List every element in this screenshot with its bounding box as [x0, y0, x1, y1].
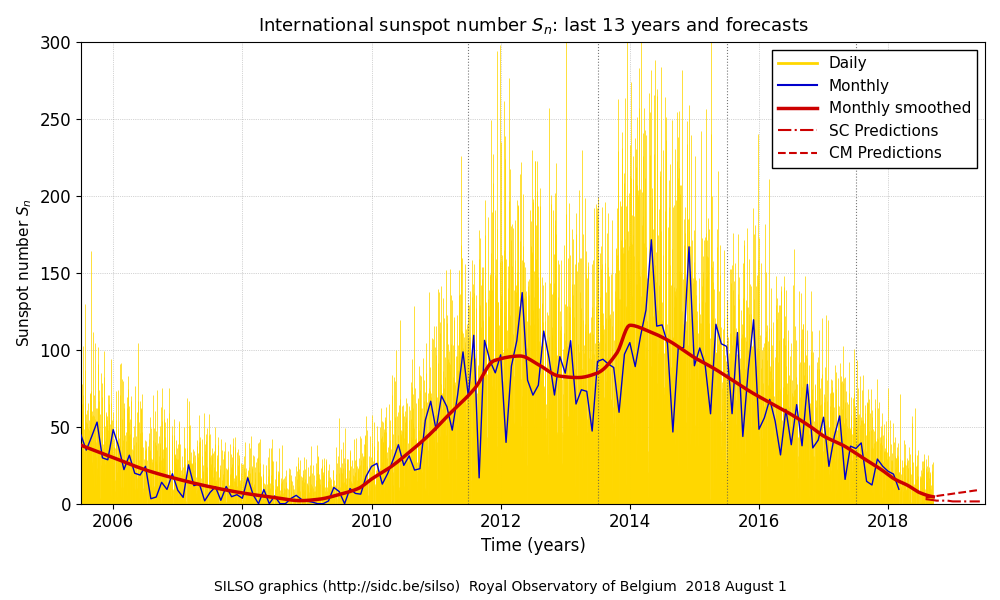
SC Predictions: [963, 498, 975, 505]
SC Predictions: [936, 497, 948, 504]
Monthly: [764, 396, 776, 403]
Monthly smoothed: [927, 493, 939, 500]
SC Predictions: [920, 496, 932, 503]
SC Predictions: [942, 497, 954, 504]
Y-axis label: Sunspot number $S_n$: Sunspot number $S_n$: [15, 199, 34, 347]
SC Predictions: [931, 497, 943, 504]
CM Predictions: [931, 493, 943, 500]
CM Predictions: [968, 487, 980, 494]
Monthly smoothed: [584, 372, 596, 379]
SC Predictions: [974, 498, 986, 505]
Monthly smoothed: [295, 497, 307, 504]
CM Predictions: [952, 490, 964, 497]
Monthly: [252, 500, 264, 508]
SC Predictions: [925, 496, 937, 503]
Monthly: [866, 481, 878, 488]
Monthly smoothed: [538, 364, 550, 371]
Monthly: [75, 431, 87, 439]
Monthly smoothed: [75, 442, 87, 449]
Monthly: [893, 485, 905, 493]
Line: Monthly smoothed: Monthly smoothed: [81, 325, 933, 500]
Legend: Daily, Monthly, Monthly smoothed, SC Predictions, CM Predictions: Daily, Monthly, Monthly smoothed, SC Pre…: [772, 50, 977, 167]
Monthly: [661, 340, 673, 347]
SC Predictions: [952, 498, 964, 505]
Monthly: [183, 461, 195, 469]
Monthly: [441, 403, 453, 410]
Monthly smoothed: [487, 358, 499, 365]
Title: International sunspot number $S_n$: last 13 years and forecasts: International sunspot number $S_n$: last…: [258, 15, 808, 37]
CM Predictions: [942, 491, 954, 498]
SC Predictions: [958, 498, 970, 505]
CM Predictions: [974, 486, 986, 493]
CM Predictions: [925, 493, 937, 500]
Line: CM Predictions: CM Predictions: [926, 490, 980, 497]
Monthly smoothed: [481, 364, 493, 371]
Text: SILSO graphics (http://sidc.be/silso)  Royal Observatory of Belgium  2018 August: SILSO graphics (http://sidc.be/silso) Ro…: [214, 580, 786, 594]
CM Predictions: [920, 494, 932, 501]
Monthly smoothed: [777, 406, 789, 413]
Monthly: [129, 470, 141, 477]
CM Predictions: [947, 490, 959, 497]
Line: Monthly: Monthly: [81, 240, 899, 504]
CM Predictions: [936, 491, 948, 499]
SC Predictions: [968, 498, 980, 505]
CM Predictions: [958, 488, 970, 496]
CM Predictions: [963, 488, 975, 495]
SC Predictions: [947, 498, 959, 505]
Monthly smoothed: [910, 487, 922, 494]
Line: SC Predictions: SC Predictions: [926, 499, 980, 502]
Monthly smoothed: [625, 322, 637, 329]
Monthly: [645, 236, 657, 244]
X-axis label: Time (years): Time (years): [481, 537, 585, 555]
